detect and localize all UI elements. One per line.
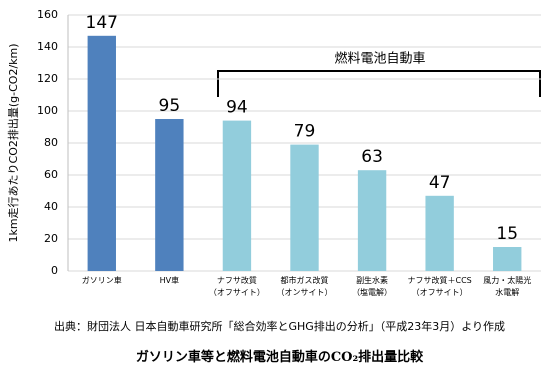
- value-label: 63: [361, 147, 383, 167]
- value-label: 15: [496, 224, 518, 244]
- x-tick-label: ナフサ改質 （オフサイト）: [208, 276, 265, 297]
- y-tick-label: 100: [37, 104, 58, 117]
- bar: [290, 144, 319, 271]
- x-tick-label: 風力・太陽光 水電解: [483, 276, 532, 297]
- y-tick-label: 0: [51, 264, 58, 277]
- x-tick-label: 副生水素 （塩電解）: [352, 276, 393, 297]
- bar: [357, 170, 387, 271]
- annotation: 燃料電池自動車: [334, 51, 425, 67]
- x-tick-label: 都市ガス改質 （オンサイト）: [276, 276, 333, 297]
- x-tick-label: ガソリン車: [81, 276, 122, 285]
- chart-title: ガソリン車等と燃料電池自動車のCO₂排出量比較: [135, 350, 424, 365]
- bracket: [217, 70, 541, 97]
- y-tick-label: 60: [44, 168, 58, 181]
- value-label: 47: [429, 173, 451, 193]
- bar: [425, 195, 454, 271]
- value-label: 94: [226, 98, 248, 118]
- y-tick-label: 120: [37, 72, 58, 85]
- y-axis-label: 1km走行あたりCO2排出量(g-CO2/km): [6, 43, 20, 242]
- source-note: 出典：財団法人 日本自動車研究所「総合効率とGHG排出の分析」（平成23年3月）…: [53, 320, 506, 333]
- value-label: 95: [159, 96, 181, 116]
- bar: [222, 120, 252, 271]
- value-label: 79: [294, 122, 316, 142]
- x-tick-label: HV車: [159, 276, 180, 285]
- bar: [155, 119, 184, 271]
- y-tick-label: 160: [37, 8, 58, 21]
- y-tick-label: 80: [44, 136, 58, 149]
- y-tick-label: 20: [44, 232, 58, 245]
- value-label: 147: [86, 13, 118, 33]
- y-tick-label: 40: [44, 200, 58, 213]
- y-tick-label: 140: [37, 40, 58, 53]
- bar: [87, 35, 116, 271]
- x-tick-label: ナフサ改質＋CCS （オフサイト）: [407, 276, 472, 297]
- bar: [493, 247, 522, 271]
